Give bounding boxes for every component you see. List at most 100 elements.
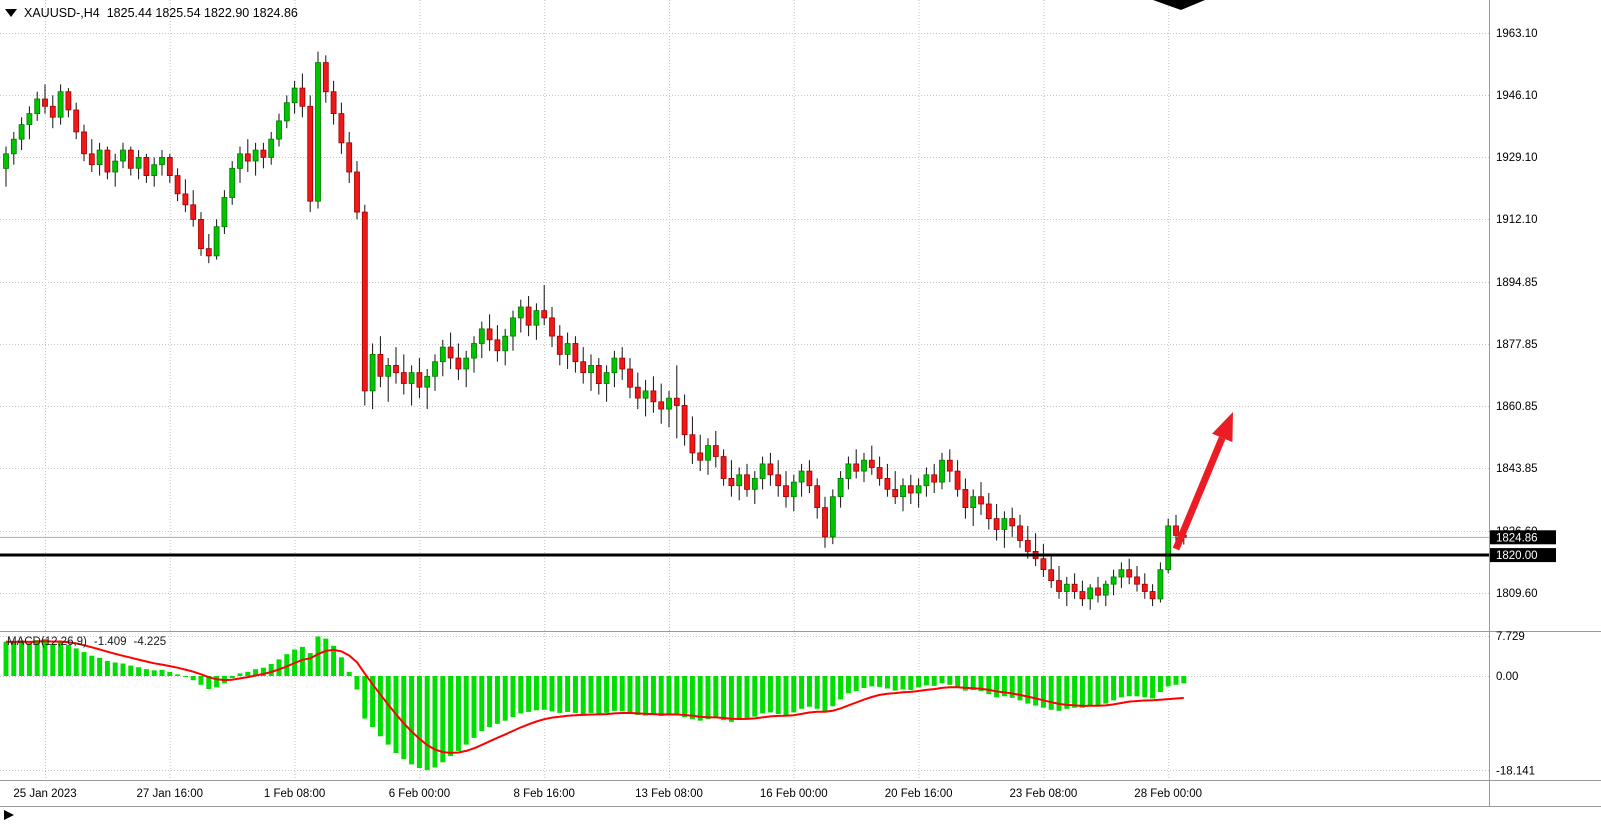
macd-bar: [1079, 676, 1085, 708]
macd-bar: [409, 676, 415, 765]
candle-body: [1134, 576, 1140, 585]
macd-bar: [401, 676, 407, 760]
macd-bar: [1072, 676, 1078, 708]
macd-bar: [245, 671, 251, 676]
candle-body: [775, 474, 782, 487]
macd-bar: [73, 648, 79, 676]
macd-bar: [643, 676, 649, 716]
macd-bar: [128, 665, 134, 676]
candle-body: [751, 477, 758, 490]
trend-arrow-head[interactable]: [1212, 412, 1233, 443]
macd-bar: [276, 659, 282, 676]
price-axis[interactable]: 1963.10 1946.10 1929.10 1912.10 1894.85 1877.…: [1496, 28, 1538, 777]
macd-bar: [994, 676, 1000, 698]
macd-bar: [970, 676, 976, 690]
candle-body: [237, 153, 243, 169]
candle-body: [432, 361, 438, 377]
macd-bar: [1118, 676, 1124, 698]
macd-bar: [494, 676, 500, 724]
candle-body: [18, 124, 25, 140]
macd-bar: [1103, 676, 1109, 704]
macd-bar: [666, 676, 672, 714]
candle-body: [1056, 580, 1062, 592]
candle-body: [525, 306, 532, 326]
candle-body: [260, 149, 267, 158]
candle-body: [572, 343, 579, 363]
candle-body: [408, 372, 415, 384]
candle-body: [1165, 525, 1172, 571]
macd-bar: [331, 645, 337, 676]
time-axis-label: 20 Feb 16:00: [885, 788, 953, 800]
macd-bar: [908, 676, 914, 690]
macd-bar: [596, 676, 602, 714]
macd-bar: [830, 676, 836, 707]
macd-bar: [112, 662, 118, 676]
macd-bar: [799, 676, 805, 709]
macd-bar: [151, 670, 157, 676]
candle-body: [369, 353, 376, 392]
candle-body: [252, 149, 259, 162]
macd-bar: [814, 676, 820, 709]
candle-body: [346, 142, 353, 173]
candle-body: [229, 167, 236, 198]
level-price-tag-text: 1820.00: [1496, 550, 1538, 562]
macd-bar: [3, 641, 9, 676]
macd-bar: [338, 657, 344, 676]
ohlc-values: 1825.44 1825.54 1822.90 1824.86: [106, 6, 298, 20]
candle-body: [728, 477, 735, 487]
macd-name: MACD(12,26,9): [7, 636, 87, 648]
trend-arrow-shaft[interactable]: [1172, 436, 1226, 551]
macd-bar: [533, 676, 539, 711]
candle-body: [1095, 587, 1101, 596]
macd-signal-value: -4.225: [133, 636, 167, 648]
candle-body: [962, 488, 969, 508]
macd-bar: [978, 676, 984, 692]
candle-body: [299, 87, 306, 107]
candle-body: [1118, 569, 1125, 578]
candle-body: [549, 317, 555, 337]
candle-body: [307, 105, 314, 202]
candle-body: [120, 149, 126, 162]
candle-body: [174, 175, 181, 195]
candle-body: [10, 138, 17, 155]
macd-bar: [424, 676, 430, 771]
time-axis[interactable]: 25 Jan 2023 27 Jan 16:00 1 Feb 08:00 6 Feb …: [13, 788, 1202, 800]
candle-body: [361, 211, 368, 392]
macd-bar: [635, 676, 641, 715]
macd-bar: [307, 653, 313, 676]
candle-body: [393, 364, 399, 374]
chart-shift-marker[interactable]: [1153, 0, 1205, 10]
macd-bar: [167, 671, 173, 676]
candle-body: [205, 248, 212, 257]
time-axis-label: 28 Feb 00:00: [1134, 788, 1202, 800]
candle-body: [892, 488, 899, 498]
macd-bar: [1064, 676, 1070, 709]
macd-bar: [728, 676, 734, 722]
macd-bar: [923, 676, 929, 686]
symbol-dropdown-icon[interactable]: [5, 9, 17, 17]
macd-bar: [845, 676, 851, 694]
time-axis-label: 16 Feb 00:00: [760, 788, 828, 800]
macd-bar: [143, 669, 149, 676]
candle-body: [151, 164, 158, 176]
candle-body: [1141, 583, 1148, 592]
candle-body: [634, 386, 641, 399]
macd-bar: [721, 676, 727, 721]
macd-bar: [900, 676, 906, 690]
macd-bar: [416, 676, 422, 768]
macd-bar: [253, 669, 259, 676]
macd-bar: [377, 676, 383, 737]
macd-bar: [861, 676, 867, 688]
macd-bar: [136, 667, 142, 676]
macd-bar: [50, 643, 56, 676]
macd-bar: [931, 676, 937, 686]
candle-body: [1071, 583, 1078, 592]
candle-body: [954, 470, 961, 490]
macd-bar: [65, 644, 71, 676]
macd-bar: [689, 676, 695, 720]
candle-body: [806, 470, 813, 487]
scroll-begin-marker[interactable]: [4, 810, 14, 820]
macd-bar: [237, 673, 243, 676]
candle-body: [1087, 587, 1094, 600]
